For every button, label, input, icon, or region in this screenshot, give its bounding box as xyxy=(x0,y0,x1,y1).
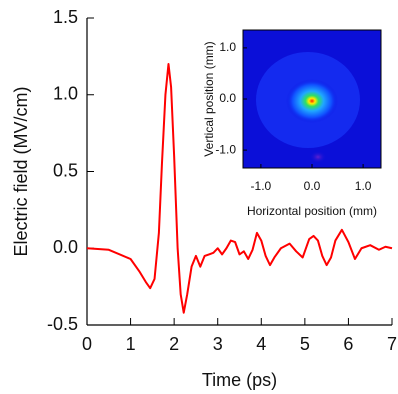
y-tick-label: 0.5 xyxy=(53,160,78,180)
x-tick-label: 1 xyxy=(126,334,136,354)
heatmap-beam xyxy=(286,79,338,123)
x-tick-label: 7 xyxy=(387,334,397,354)
y-tick-label: 0.0 xyxy=(219,91,236,105)
x-tick-label: 5 xyxy=(300,334,310,354)
x-axis-label: Horizontal position (mm) xyxy=(247,204,377,218)
y-axis-label: Vertical position (mm) xyxy=(202,41,216,156)
x-tick-label: 0 xyxy=(82,334,92,354)
x-tick-label: 6 xyxy=(343,334,353,354)
y-tick-label: 1.0 xyxy=(53,84,78,104)
y-tick-label: -1.0 xyxy=(215,142,236,156)
x-axis-label: Time (ps) xyxy=(202,370,277,390)
heatmap-spot xyxy=(310,151,326,163)
x-tick-label: -1.0 xyxy=(251,179,272,193)
x-tick-label: 0.0 xyxy=(304,179,321,193)
y-tick-label: 0.0 xyxy=(53,237,78,257)
y-tick-label: -0.5 xyxy=(47,314,78,334)
y-tick-label: 1.5 xyxy=(53,7,78,27)
y-tick-label: 1.0 xyxy=(219,40,236,54)
x-tick-label: 1.0 xyxy=(355,179,372,193)
x-tick-label: 2 xyxy=(169,334,179,354)
chart: 0 1 2 3 4 5 6 7 -0.5 0.0 0.5 1.0 1.5 Time (ps) Electri… xyxy=(0,0,398,394)
x-tick-label: 3 xyxy=(213,334,223,354)
y-axis-label: Electric field (MV/cm) xyxy=(11,86,31,256)
x-tick-label: 4 xyxy=(256,334,266,354)
